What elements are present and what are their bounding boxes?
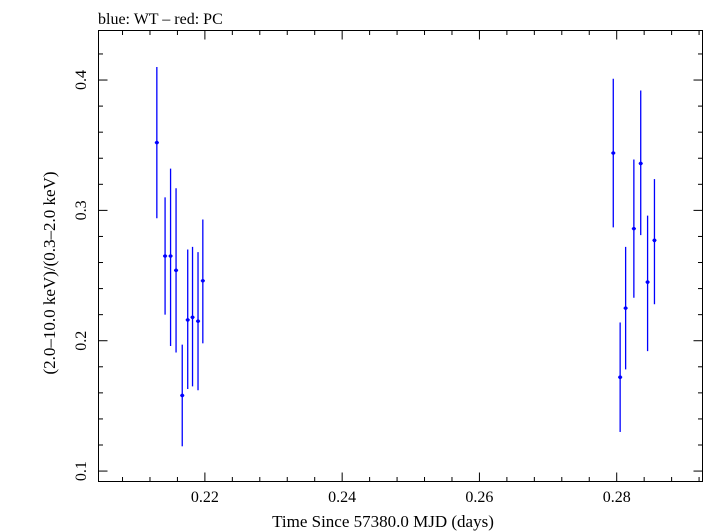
data-point xyxy=(185,249,190,389)
data-point xyxy=(645,215,650,352)
data-point xyxy=(638,90,643,236)
point-marker xyxy=(638,161,643,166)
point-marker xyxy=(185,318,190,322)
chart-title: blue: WT – red: PC xyxy=(98,11,223,28)
point-marker xyxy=(155,140,159,145)
point-marker xyxy=(201,278,205,283)
data-point xyxy=(168,168,173,346)
point-marker xyxy=(623,306,628,310)
x-axis-label: Time Since 57380.0 MJD (days) xyxy=(272,512,494,531)
y-tick-label: 0.4 xyxy=(73,70,90,90)
point-marker xyxy=(618,375,622,380)
data-point xyxy=(163,197,168,315)
point-marker xyxy=(190,315,195,320)
point-marker xyxy=(611,151,616,155)
data-point xyxy=(195,252,201,391)
data-point xyxy=(200,219,205,344)
data-series xyxy=(154,66,657,447)
axis-tick-labels: 0.22 0.24 0.26 0.28 0.1 0.2 0.3 0.4 xyxy=(73,70,631,506)
x-tick-label: 0.24 xyxy=(328,489,356,506)
point-marker xyxy=(180,393,185,398)
data-point xyxy=(190,246,195,387)
data-point xyxy=(652,179,657,305)
point-marker xyxy=(168,254,173,258)
axis-ticks xyxy=(98,30,703,482)
x-tick-label: 0.28 xyxy=(603,489,631,506)
point-marker xyxy=(174,268,178,273)
point-marker xyxy=(645,280,650,284)
data-point xyxy=(174,188,179,353)
y-tick-label: 0.3 xyxy=(73,200,90,220)
x-tick-label: 0.22 xyxy=(191,489,219,506)
plot-frame xyxy=(98,30,703,482)
data-point xyxy=(611,78,616,228)
point-marker xyxy=(163,254,167,258)
data-point xyxy=(180,344,185,447)
y-tick-label: 0.2 xyxy=(73,331,90,351)
point-marker xyxy=(632,226,636,231)
y-tick-label: 0.1 xyxy=(73,461,90,481)
data-point xyxy=(623,246,628,370)
data-point xyxy=(154,66,159,219)
y-axis-label: (2.0–10.0 keV)/(0.3–2.0 keV) xyxy=(40,171,59,374)
point-marker xyxy=(196,319,200,323)
x-tick-label: 0.26 xyxy=(465,489,493,506)
data-point xyxy=(631,159,636,298)
point-marker xyxy=(652,238,657,243)
data-point xyxy=(618,322,623,432)
